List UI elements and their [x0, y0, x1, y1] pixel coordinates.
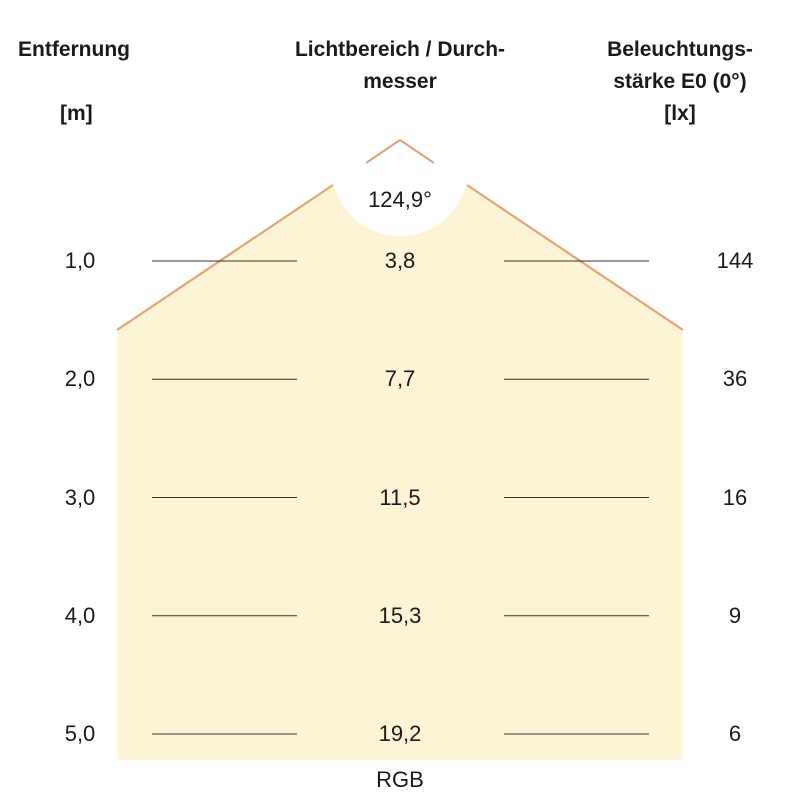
cone-edge-left [116, 184, 334, 331]
column-header-illuminance-title-line-1: Beleuchtungs- [607, 38, 753, 61]
column-header-illuminance-unit: [lx] [664, 102, 696, 125]
distance-label: 4,0 [64, 602, 96, 628]
light-cone-area [117, 140, 683, 760]
beam-angle-notch [332, 100, 468, 236]
distance-label: 5,0 [64, 721, 96, 746]
cone-edge-left-tip [365, 139, 401, 164]
column-header-distance-title: Entfernung [18, 38, 130, 61]
column-header-diameter-title-line-2: messer [363, 70, 437, 93]
cone-edge-right [466, 184, 684, 331]
light-cone-edges [116, 139, 684, 331]
diameter-label: 15,3 [378, 602, 422, 628]
distance-rules [152, 260, 649, 735]
illuminance-label: 36 [722, 366, 748, 392]
column-header-diameter-title-line-1: Lichtbereich / Durch- [294, 38, 506, 61]
diameter-label: 11,5 [379, 484, 421, 510]
illuminance-label: 16 [722, 484, 748, 510]
distance-label: 2,0 [64, 366, 96, 392]
diameter-label: 7,7 [384, 366, 416, 392]
column-header-diameter: Lichtbereich / Durch- messer [m] [250, 34, 550, 130]
distance-label: 3,0 [64, 484, 96, 510]
diameter-label: 19,2 [378, 721, 422, 746]
beam-angle-label: 124,9° [368, 187, 432, 212]
illuminance-label: 144 [716, 248, 754, 273]
illuminance-label: 9 [728, 602, 742, 628]
column-header-illuminance: Beleuchtungs- stärke E0 (0°) [lx] [560, 34, 800, 130]
diameter-label: 3,8 [384, 248, 416, 273]
illuminance-label: 6 [728, 721, 742, 746]
column-header-distance-unit: [m] [60, 102, 93, 125]
footer-label: RGB [376, 767, 424, 792]
distance-label: 1,0 [64, 248, 96, 273]
cone-edge-right-tip [399, 139, 435, 164]
column-header-distance: Entfernung [m] [18, 34, 158, 130]
column-header-illuminance-title-line-2: stärke E0 (0°) [613, 70, 747, 93]
